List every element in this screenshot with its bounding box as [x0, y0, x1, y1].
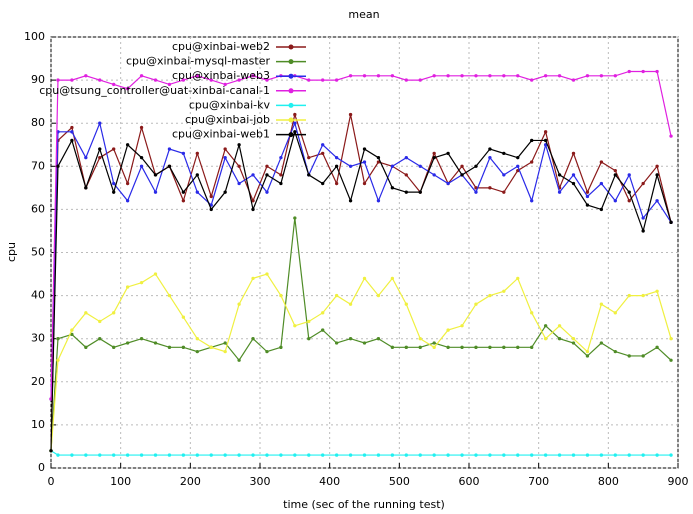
y-tick-label: 30	[31, 332, 45, 345]
legend-marker	[288, 132, 294, 138]
legend-label: cpu@xinbai-web3	[172, 69, 270, 82]
y-tick-label: 90	[31, 73, 45, 86]
x-tick-label: 600	[459, 475, 480, 488]
series-line	[49, 69, 673, 401]
series-line	[49, 112, 673, 453]
legend-label: cpu@xinbai-web2	[172, 40, 270, 53]
x-axis-label: time (sec of the running test)	[283, 498, 445, 511]
legend-marker	[288, 117, 294, 123]
legend-marker	[288, 44, 294, 50]
chart-title: mean	[348, 8, 379, 21]
y-tick-label: 60	[31, 202, 45, 215]
legend-label: cpu@xinbai-mysql-master	[126, 55, 271, 68]
plot-frame	[50, 36, 679, 469]
x-tick-label: 100	[110, 475, 131, 488]
legend-label: cpu@xinbai-web1	[172, 128, 270, 141]
x-tick-label: 400	[319, 475, 340, 488]
x-tick-label: 800	[598, 475, 619, 488]
x-tick-label: 200	[180, 475, 201, 488]
legend-marker	[288, 88, 294, 94]
y-tick-label: 80	[31, 116, 45, 129]
legend-label: cpu@xinbai-kv	[189, 98, 271, 111]
y-tick-label: 100	[24, 30, 45, 43]
series-line	[49, 272, 673, 453]
x-tick-label: 500	[389, 475, 410, 488]
y-tick-label: 10	[31, 418, 45, 431]
x-tick-label: 0	[48, 475, 55, 488]
y-tick-label: 50	[31, 246, 45, 259]
legend-label: cpu@tsung_controller@uat-xinbai-canal-1	[39, 84, 270, 97]
y-tick-label: 70	[31, 159, 45, 172]
x-tick-label: 900	[668, 475, 689, 488]
x-tick-label: 300	[250, 475, 271, 488]
legend-marker	[288, 59, 294, 65]
y-tick-label: 0	[38, 461, 45, 474]
series-line	[49, 449, 673, 457]
y-axis-label: cpu	[5, 242, 18, 262]
legend-marker	[288, 73, 294, 79]
y-tick-label: 40	[31, 289, 45, 302]
legend-marker	[288, 102, 294, 108]
x-tick-label: 700	[528, 475, 549, 488]
series-line	[49, 129, 673, 453]
legend-label: cpu@xinbai-job	[185, 113, 270, 126]
y-tick-label: 20	[31, 375, 45, 388]
